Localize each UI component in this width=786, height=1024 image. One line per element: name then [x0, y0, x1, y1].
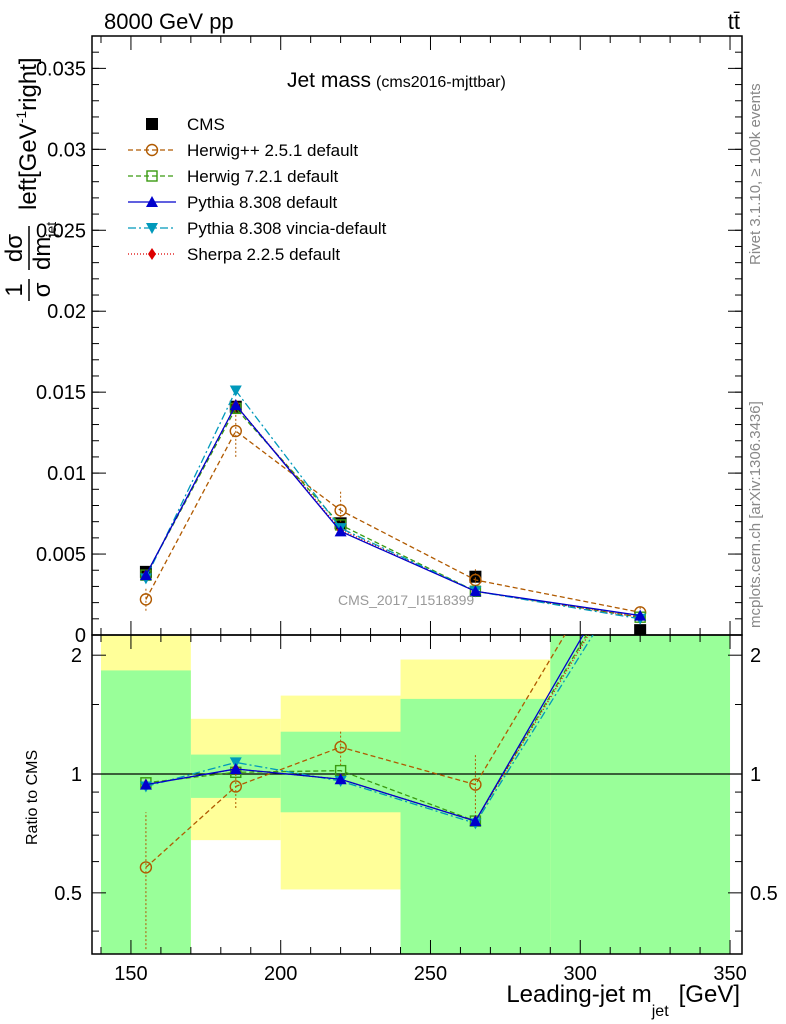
energy-label: 8000 GeV pp	[104, 9, 234, 34]
point-cms	[634, 624, 647, 635]
y-tick-label: 0.035	[36, 58, 86, 80]
ratio-point-pythia-8-308-default	[139, 778, 152, 790]
y-tick-label: 0.03	[47, 139, 86, 161]
ratio-point-pythia-8-308-default	[334, 773, 347, 785]
rivet-label: Rivet 3.1.10, ≥ 100k events	[747, 83, 764, 265]
ylabel-sigma: σ	[29, 282, 56, 297]
y-tick-label: 0.025	[36, 220, 86, 242]
band-green-4	[550, 635, 731, 954]
legend-marker-pythia-8-308-vincia-default	[146, 223, 158, 234]
upper-series	[139, 385, 647, 635]
legend-marker-pythia-8-308-default	[146, 196, 158, 207]
legend-marker-sherpa-2-2-5-default	[148, 248, 156, 260]
ratio-y-tick-label-right: 1	[750, 764, 761, 786]
ratio-y-tick-label: 0.5	[54, 883, 82, 905]
plot-title: Jet mass (cms2016-mjttbar)	[287, 69, 506, 92]
analysis-watermark: CMS_2017_I1518399	[338, 592, 474, 608]
point-pythia-8-308-default	[334, 525, 347, 537]
x-tick-label: 150	[114, 963, 147, 985]
mcplots-label: mcplots.cern.ch [arXiv:1306.3436]	[747, 401, 764, 628]
legend-label-herwig-7-2-1-default: Herwig 7.2.1 default	[187, 167, 338, 186]
ratio-uncertainty-bands	[100, 635, 731, 954]
legend-label-pythia-8-308-vincia-default: Pythia 8.308 vincia-default	[187, 219, 387, 238]
line-herwig-7-2-1-default	[145, 407, 641, 618]
plot-title-sub: (cms2016-mjttbar)	[376, 74, 506, 91]
tick-labels: 150 200 250 300 350 0 0.005 0.01 0.015 0.02 0.025 0…	[36, 58, 778, 985]
y-tick-label: 0.02	[47, 301, 86, 323]
lower-plot-frame	[91, 634, 743, 955]
legend-marker-cms	[146, 118, 158, 130]
legend-label-pythia-8-308-default: Pythia 8.308 default	[187, 193, 338, 212]
ratio-point-herwig-2-5-1-default	[334, 740, 347, 754]
ylabel-dm: dmjet	[29, 222, 59, 270]
process-label: tt̄	[728, 9, 740, 34]
point-cms	[469, 570, 482, 583]
axis-ticks	[92, 36, 742, 954]
ratio-point-herwig-2-5-1-default	[229, 780, 242, 793]
y-tick-label: 0	[75, 625, 86, 647]
ratio-point-pythia-8-308-vincia-default	[229, 757, 242, 769]
x-tick-label: 300	[564, 963, 597, 985]
ylabel-dsigma: dσ	[1, 234, 28, 262]
line-pythia-8-308-vincia-default	[145, 389, 641, 620]
x-tick-label: 350	[713, 963, 746, 985]
ratio-y-axis-label: Ratio to CMS	[24, 750, 41, 845]
point-pythia-8-308-default	[229, 399, 242, 411]
ratio-y-tick-label: 1	[71, 764, 82, 786]
x-axis-label: Leading-jet mjet[GeV]	[506, 981, 740, 1020]
ylabel-units: left[GeV-1right]	[13, 57, 42, 210]
legend: CMS Herwig++ 2.5.1 default Herwig 7.2.1 de…	[128, 115, 387, 264]
legend-marker-herwig-2-5-1-default	[145, 143, 159, 157]
upper-y-axis-label: 1 σ dσ dmjet left[GeV-1right]	[1, 57, 59, 301]
ratio-point-pythia-8-308-default	[469, 815, 482, 827]
point-pythia-8-308-default	[469, 585, 482, 597]
ratio-series	[139, 635, 594, 950]
point-herwig-2-5-1-default	[139, 593, 153, 606]
ratio-line-herwig-7-2-1-default	[145, 635, 588, 822]
ratio-point-herwig-2-5-1-default	[139, 861, 153, 874]
y-tick-label: 0.005	[36, 544, 86, 566]
legend-label-cms: CMS	[187, 115, 225, 134]
line-herwig-2-5-1-default	[145, 430, 641, 613]
point-herwig-2-5-1-default	[229, 424, 242, 438]
point-herwig-2-5-1-default	[334, 504, 347, 517]
ratio-y-tick-label-right: 0.5	[750, 883, 778, 905]
ratio-point-herwig-2-5-1-default	[469, 778, 482, 791]
x-tick-label: 250	[414, 963, 447, 985]
y-tick-label: 0.01	[47, 463, 86, 485]
plot-title-main: Jet mass	[287, 69, 371, 92]
point-pythia-8-308-default	[634, 609, 647, 621]
point-pythia-8-308-default	[139, 569, 152, 581]
ratio-point-pythia-8-308-default	[229, 762, 242, 774]
point-pythia-8-308-vincia-default	[229, 385, 242, 397]
legend-label-herwig-2-5-1-default: Herwig++ 2.5.1 default	[187, 141, 358, 160]
ylabel-one: 1	[1, 283, 28, 296]
legend-label-sherpa-2-2-5-default: Sherpa 2.2.5 default	[187, 245, 340, 264]
line-pythia-8-308-default	[145, 403, 641, 617]
ratio-y-tick-label-right: 2	[750, 645, 761, 667]
y-tick-label: 0.015	[36, 382, 86, 404]
band-green-0	[100, 670, 191, 954]
x-tick-label: 200	[264, 963, 297, 985]
legend-marker-herwig-7-2-1-default	[146, 170, 158, 182]
ratio-y-tick-label: 2	[71, 645, 82, 667]
ratio-line-herwig-2-5-1-default	[145, 635, 566, 868]
